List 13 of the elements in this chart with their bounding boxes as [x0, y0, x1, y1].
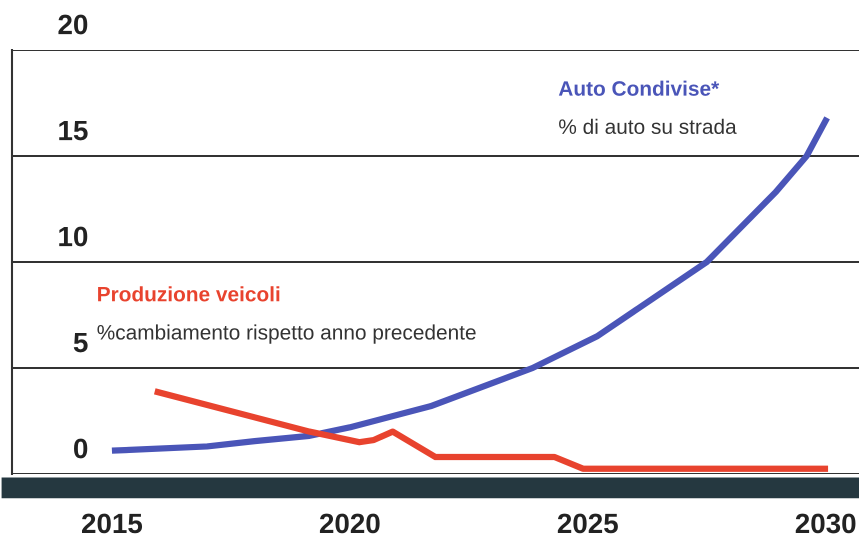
annotation: % di auto su strada	[559, 118, 737, 134]
y-tick-label: 15	[59, 120, 88, 140]
y-tick-label: 0	[74, 438, 88, 458]
x-tick-label: 2020	[320, 514, 380, 534]
text: Produzione veicoli	[98, 286, 280, 302]
y-tick-label: 10	[59, 226, 88, 246]
y-tick-label: 5	[74, 332, 88, 352]
y-tick-label: 20	[58, 14, 88, 34]
annotation: %cambiamento rispetto anno precedente	[97, 324, 476, 344]
x-tick-label: 2030	[796, 514, 856, 534]
x-tick-label: 2015	[82, 514, 142, 534]
text: Auto Condivise*	[558, 80, 720, 96]
x-tick-label: 2025	[558, 514, 618, 534]
